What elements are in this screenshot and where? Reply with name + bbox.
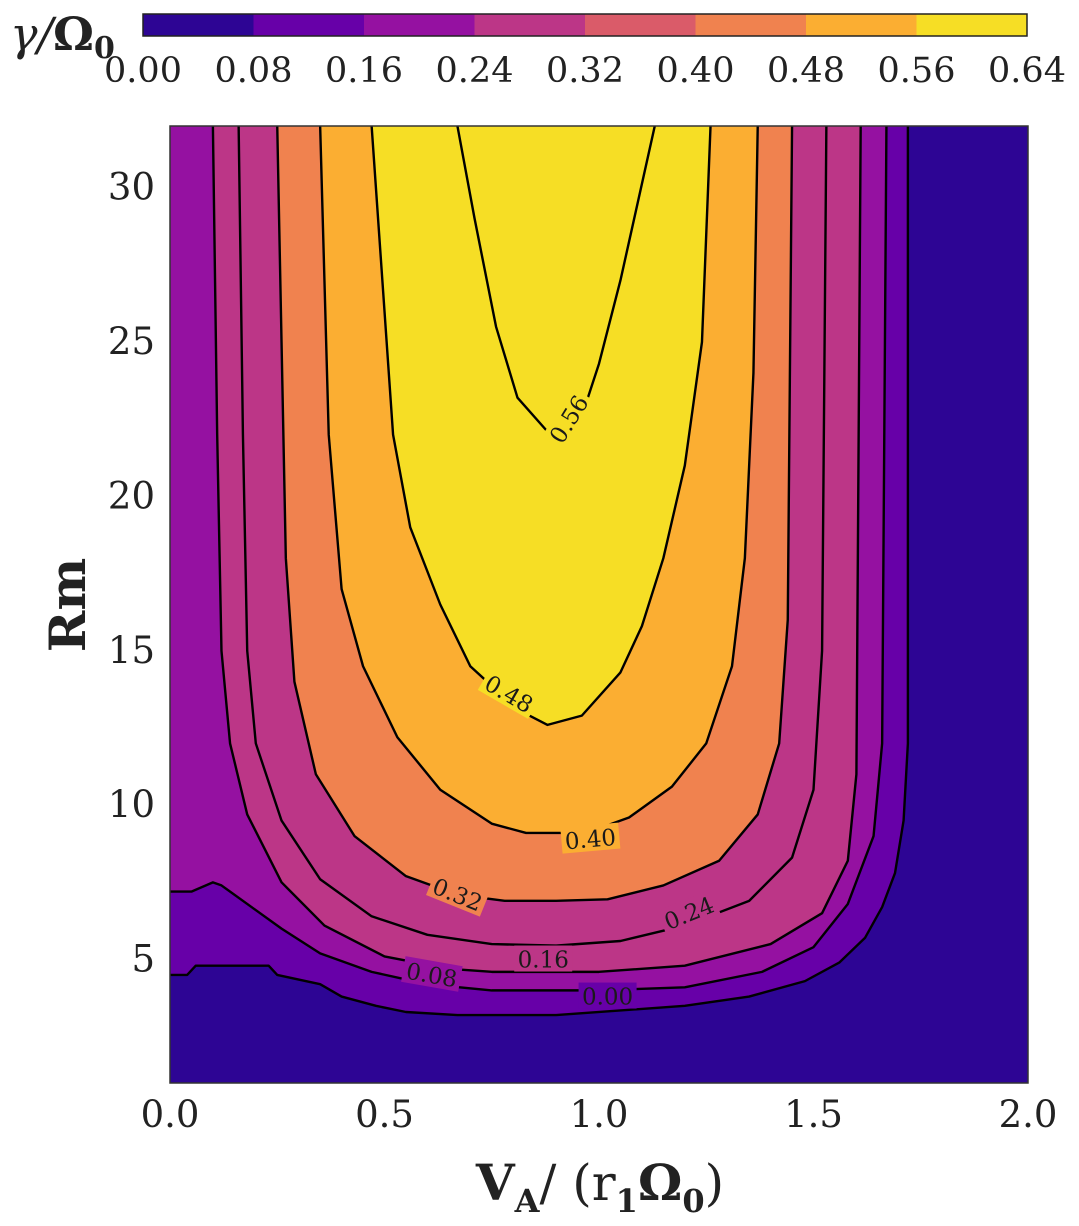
contour-line — [170, 126, 888, 992]
x-tick-label: 0.5 — [355, 1093, 414, 1136]
x-axis-title-sub1: 1 — [616, 1182, 638, 1220]
y-tick-labels: 5 10 15 20 25 30 — [108, 166, 155, 981]
contour-label: 0.00 — [578, 982, 637, 1011]
y-tick-label: 25 — [108, 320, 155, 363]
y-tick-label: 15 — [108, 629, 155, 672]
colorbar-tick-labels: 0.00 0.08 0.16 0.24 0.32 0.40 0.48 0.56 0.64 — [104, 51, 1066, 91]
x-tick-label: 1.0 — [570, 1093, 629, 1136]
contour-label-text: 0.16 — [518, 948, 569, 974]
y-tick-label: 20 — [108, 474, 155, 517]
x-tick-label: 2.0 — [999, 1093, 1058, 1136]
colorbar-swatch — [474, 14, 586, 36]
colorbar-tick-label: 0.32 — [546, 51, 624, 91]
x-axis-title-base: V — [475, 1153, 516, 1212]
colorbar-label-gamma: γ — [10, 7, 38, 61]
contour-line — [318, 126, 759, 835]
colorbar-label: γ/Ω0 — [10, 7, 115, 66]
colorbar-swatch — [253, 14, 365, 36]
colorbar-tick-label: 0.16 — [325, 51, 403, 91]
colorbar-swatch — [585, 14, 696, 36]
colorbar-label-sub: 0 — [94, 31, 115, 66]
colorbar-label-omega: Ω — [53, 7, 94, 61]
plot-frame — [169, 125, 1029, 1084]
colorbar-tick-label: 0.08 — [215, 51, 293, 91]
colorbar-frame — [142, 13, 1028, 37]
colorbar-swatch — [695, 14, 807, 36]
colorbar-swatch — [806, 14, 917, 36]
x-tick-label: 0.0 — [141, 1093, 200, 1136]
contour-label: 0.16 — [514, 945, 573, 974]
x-axis-title-sub0: 0 — [682, 1182, 704, 1220]
colorbar-swatch — [143, 14, 254, 36]
contour-label-text: 0.00 — [582, 985, 633, 1011]
colorbar — [142, 13, 1028, 37]
contour-band — [457, 126, 655, 432]
y-tick-label: 30 — [108, 166, 155, 209]
contour-lines — [170, 126, 910, 1017]
contour-line — [237, 126, 828, 947]
colorbar-tick-label: 0.56 — [878, 51, 956, 91]
contour-line — [170, 126, 910, 1017]
x-axis-title: VA/ (r1Ω0) — [475, 1153, 724, 1220]
colorbar-swatch — [364, 14, 475, 36]
x-tick-labels: 0.0 0.5 1.0 1.5 2.0 — [141, 1093, 1058, 1136]
colorbar-tick-label: 0.00 — [104, 51, 182, 91]
x-tick-label: 1.5 — [784, 1093, 843, 1136]
contour-line — [276, 126, 794, 903]
y-axis-title: Rm — [38, 558, 97, 652]
y-tick-label: 10 — [108, 783, 155, 826]
colorbar-tick-label: 0.40 — [657, 51, 735, 91]
y-tick-label: 5 — [131, 938, 155, 981]
plot-area — [170, 126, 1028, 1083]
colorbar-tick-label: 0.48 — [767, 51, 845, 91]
colorbar-swatch — [916, 14, 1028, 36]
x-axis-title-rest: / (r — [539, 1154, 615, 1212]
x-axis-title-sub: A — [514, 1182, 541, 1220]
contour-label: 0.40 — [560, 822, 621, 855]
contour-label-text: 0.40 — [564, 825, 617, 855]
colorbar-tick-label: 0.24 — [436, 51, 514, 91]
contour-label: 0.08 — [401, 956, 463, 993]
colorbar-tick-label: 0.64 — [988, 51, 1066, 91]
x-axis-title-omega: Ω — [638, 1153, 683, 1212]
contour-line — [370, 126, 712, 727]
x-axis-title-close: ) — [705, 1154, 725, 1212]
